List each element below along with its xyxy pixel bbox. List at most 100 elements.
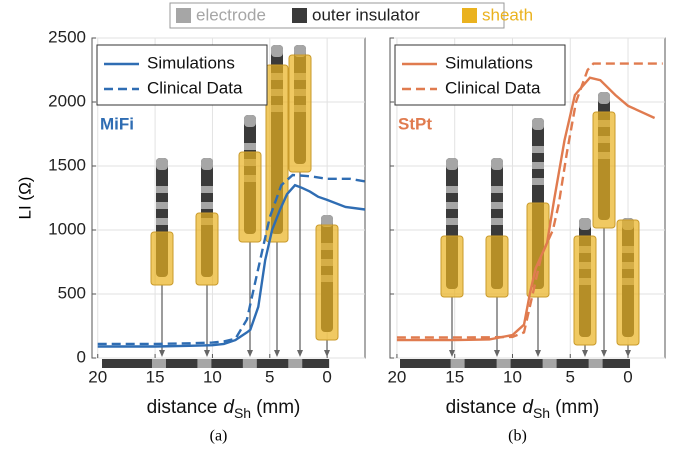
lead-tip xyxy=(446,158,458,170)
sheath xyxy=(440,235,464,298)
y-tick-label: 2000 xyxy=(48,91,86,110)
legend-label: electrode xyxy=(196,5,266,24)
lead-tip xyxy=(532,118,544,130)
lead-contact xyxy=(532,146,544,153)
lead-contact xyxy=(156,218,168,225)
annotation: StPt xyxy=(398,114,432,133)
electrode-strip xyxy=(102,359,330,368)
arrow-head xyxy=(494,350,500,357)
arrow-head xyxy=(625,350,631,357)
caption: (a) xyxy=(210,428,228,445)
lead-contact xyxy=(201,186,213,193)
sheath xyxy=(288,54,312,173)
x-tick-label: 0 xyxy=(322,367,331,386)
series-line xyxy=(97,173,366,346)
electrode-contact xyxy=(197,359,212,368)
y-axis-label: LI (Ω) xyxy=(15,177,34,220)
y-tick-label: 0 xyxy=(77,347,86,366)
lead-contact xyxy=(156,186,168,193)
lead-contact xyxy=(156,202,168,209)
x-axis-label-part: distance xyxy=(446,397,517,418)
legend-label: Simulations xyxy=(445,53,533,72)
lead-contact xyxy=(244,143,256,150)
series-line xyxy=(396,62,663,339)
x-tick-label: 15 xyxy=(146,367,165,386)
x-tick-label: 10 xyxy=(203,367,222,386)
sheath xyxy=(315,224,339,341)
arrow-head xyxy=(159,350,165,357)
sheath xyxy=(573,235,597,346)
lead-tip xyxy=(271,45,283,57)
lead-tip xyxy=(321,215,333,227)
caption: (b) xyxy=(508,428,527,445)
sheath xyxy=(150,231,174,286)
legend-box xyxy=(394,44,566,106)
electrode-contact xyxy=(588,359,603,368)
arrow-head xyxy=(601,350,607,357)
y-tick-label: 1000 xyxy=(48,219,86,238)
legend-label: outer insulator xyxy=(312,5,420,24)
arrow-head xyxy=(247,350,253,357)
x-tick-label: 5 xyxy=(566,367,575,386)
x-axis-label-part: d xyxy=(522,397,534,418)
legend-label: Clinical Data xyxy=(445,78,541,97)
arrow-head xyxy=(297,350,303,357)
annotation: MiFi xyxy=(100,114,134,133)
y-tick-label: 500 xyxy=(58,283,86,302)
arrow-head xyxy=(449,350,455,357)
x-tick-label: 5 xyxy=(265,367,274,386)
lead-tip xyxy=(201,158,213,170)
lead-contact xyxy=(532,178,544,185)
legend-label: Clinical Data xyxy=(147,78,243,97)
legend-box xyxy=(169,2,505,29)
x-tick-label: 20 xyxy=(88,367,107,386)
sheath xyxy=(485,235,509,298)
arrow-head xyxy=(204,350,210,357)
electrode-contact xyxy=(542,359,557,368)
x-axis-label-part: Sh xyxy=(533,405,550,421)
x-axis-label-part: distance xyxy=(147,397,218,418)
lead-tip xyxy=(294,45,306,57)
electrode-contact xyxy=(496,359,511,368)
sheath xyxy=(195,212,219,286)
legend-label: Simulations xyxy=(147,53,235,72)
electrode-contact xyxy=(288,359,303,368)
x-tick-label: 10 xyxy=(503,367,522,386)
lead-contact xyxy=(491,202,503,209)
arrow-head xyxy=(324,350,330,357)
lead-contact xyxy=(446,186,458,193)
electrode-contact xyxy=(151,359,166,368)
x-axis-label: distance dSh (mm) xyxy=(446,397,600,421)
x-tick-label: 20 xyxy=(387,367,406,386)
arrow-head xyxy=(582,350,588,357)
sheath xyxy=(616,219,640,346)
y-tick-label: 1500 xyxy=(48,155,86,174)
legend-swatch xyxy=(292,8,307,23)
sheath xyxy=(265,64,289,243)
arrow-head xyxy=(535,350,541,357)
legend-swatch xyxy=(176,8,191,23)
sheath xyxy=(238,151,262,243)
series-line xyxy=(396,76,656,342)
x-axis-label-part: (mm) xyxy=(555,397,599,418)
lead-contact xyxy=(491,218,503,225)
legend-label: sheath xyxy=(482,5,533,24)
electrode-strip xyxy=(400,359,631,368)
x-axis-label-part: d xyxy=(223,397,235,418)
x-axis-label-part: (mm) xyxy=(256,397,300,418)
y-tick-label: 2500 xyxy=(48,27,86,46)
lead-tip xyxy=(579,218,591,230)
lead-contact xyxy=(446,202,458,209)
lead-tip xyxy=(244,115,256,127)
lead-contact xyxy=(201,202,213,209)
x-axis-label-part: Sh xyxy=(234,405,251,421)
arrow-head xyxy=(274,350,280,357)
legend-swatch xyxy=(462,8,477,23)
lead-tip xyxy=(598,92,610,104)
sheath xyxy=(592,111,616,229)
x-tick-label: 15 xyxy=(445,367,464,386)
lead-contact xyxy=(446,218,458,225)
electrode-contact xyxy=(242,359,257,368)
x-axis-label: distance dSh (mm) xyxy=(147,397,301,421)
